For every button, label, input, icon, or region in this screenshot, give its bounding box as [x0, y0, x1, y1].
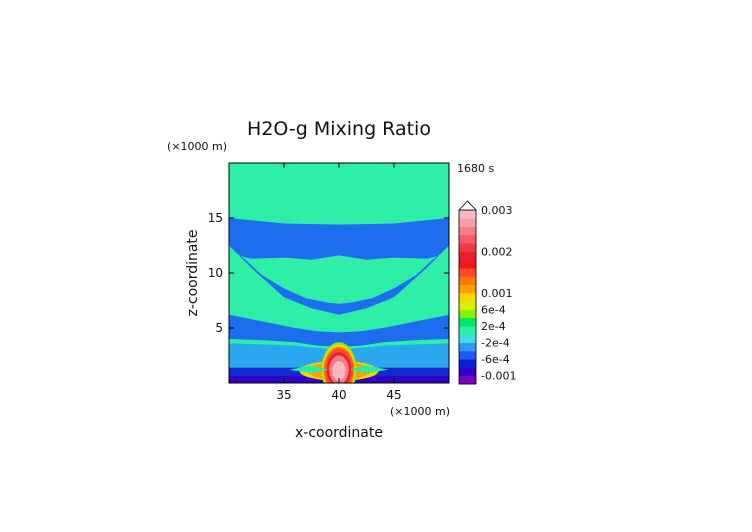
- y-unit-label: (×1000 m): [167, 140, 227, 153]
- colorbar-swatch: [459, 359, 476, 368]
- colorbar-swatch: [459, 226, 476, 236]
- time-label: 1680 s: [457, 162, 494, 175]
- colorbar-label: 0.003: [481, 204, 513, 217]
- colorbar-label: 2e-4: [481, 320, 506, 333]
- field-grid: [229, 163, 449, 383]
- colorbar-swatch: [459, 375, 476, 385]
- x-tick-label: 45: [386, 388, 401, 402]
- colorbar-swatch: [459, 367, 476, 377]
- colorbar-extend-arrow: [458, 200, 477, 211]
- colorbar-swatch: [459, 210, 476, 219]
- colorbar-swatch: [459, 350, 476, 360]
- colorbar-swatch: [459, 251, 476, 261]
- colorbar-swatch: [459, 317, 476, 327]
- colorbar-swatch: [459, 342, 476, 352]
- colorbar-label: 0.001: [481, 287, 513, 300]
- colorbar-swatch: [459, 334, 476, 343]
- colorbar-swatch: [459, 259, 476, 269]
- colorbar-swatch: [459, 234, 476, 244]
- chart-title: H2O-g Mixing Ratio: [247, 118, 431, 140]
- x-unit-label: (×1000 m): [390, 405, 450, 418]
- y-axis-label: z-coordinate: [185, 229, 201, 316]
- y-axis: 5 10 15: [208, 211, 449, 335]
- x-tick-label: 40: [331, 388, 346, 402]
- plot-area: [229, 163, 449, 383]
- colorbar-swatch: [459, 218, 476, 227]
- y-tick-label: 10: [208, 266, 223, 280]
- colorbar: 0.003 0.002 0.001 6e-4 2e-4 -2e-4 -6e-4 -0.001: [458, 200, 516, 385]
- colorbar-swatch: [459, 326, 476, 335]
- x-tick-label: 35: [276, 388, 291, 402]
- colorbar-swatch: [459, 301, 476, 310]
- colorbar-label: 0.002: [481, 245, 513, 258]
- colorbar-swatch: [459, 276, 476, 285]
- colorbar-label: -0.001: [481, 370, 516, 383]
- colorbar-swatch: [459, 292, 476, 302]
- y-tick-label: 5: [215, 321, 223, 335]
- x-axis-label: x-coordinate: [295, 425, 383, 441]
- colorbar-swatch: [459, 309, 476, 319]
- colorbar-swatch: [459, 268, 476, 277]
- colorbar-swatch: [459, 284, 476, 294]
- y-tick-label: 15: [208, 211, 223, 225]
- colorbar-swatch: [459, 243, 476, 252]
- colorbar-label: -6e-4: [481, 353, 510, 366]
- x-axis: 35 40 45: [276, 163, 402, 402]
- colorbar-label: -2e-4: [481, 337, 510, 350]
- colorbar-label: 6e-4: [481, 303, 506, 316]
